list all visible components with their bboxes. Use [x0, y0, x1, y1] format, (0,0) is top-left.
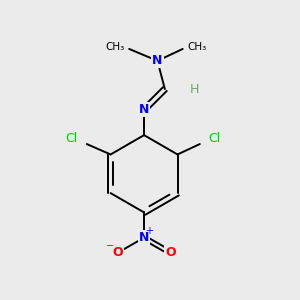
Text: N: N	[139, 103, 149, 116]
Text: N: N	[152, 54, 163, 67]
Text: O: O	[166, 246, 176, 259]
Text: Cl: Cl	[209, 132, 221, 145]
Text: CH₃: CH₃	[106, 43, 125, 52]
Text: −: −	[106, 241, 114, 251]
Text: Cl: Cl	[66, 132, 78, 145]
Text: +: +	[146, 226, 153, 236]
Text: CH₃: CH₃	[187, 43, 206, 52]
Text: O: O	[112, 246, 123, 259]
Text: H: H	[190, 82, 200, 96]
Text: N: N	[139, 231, 149, 244]
